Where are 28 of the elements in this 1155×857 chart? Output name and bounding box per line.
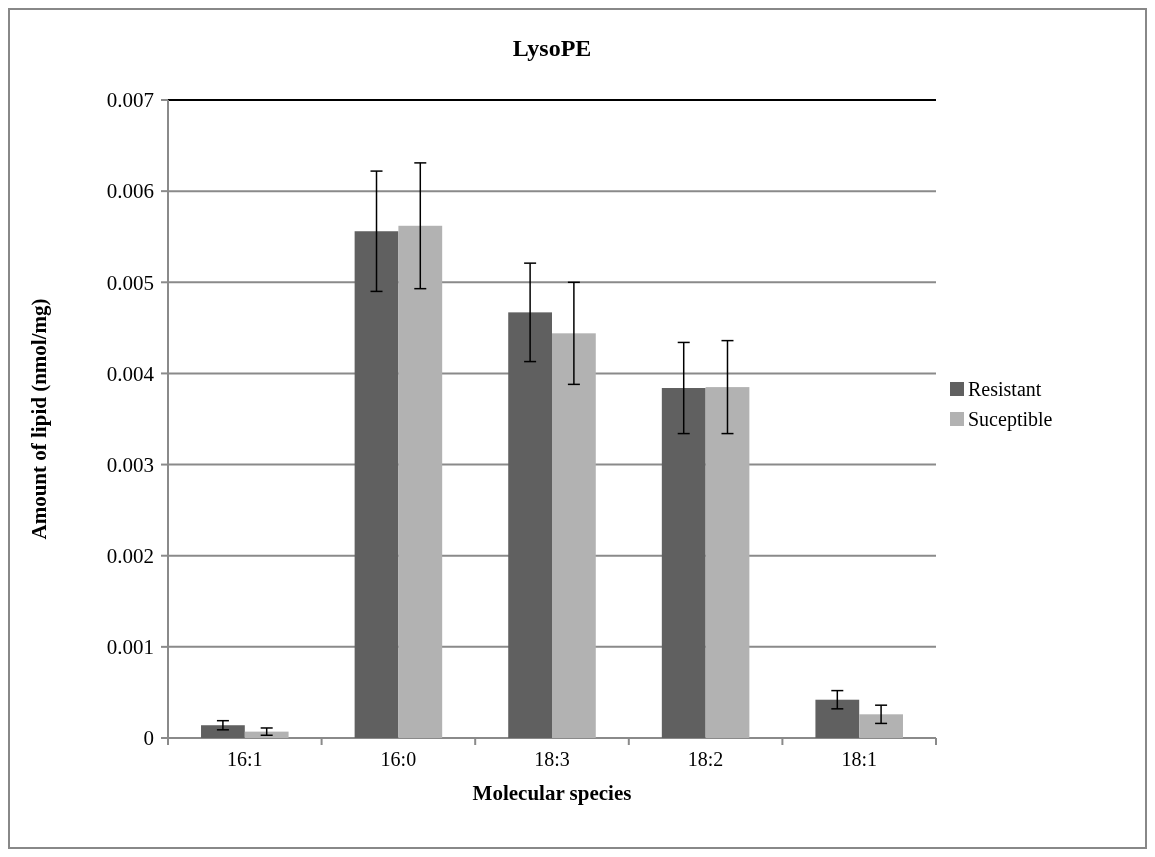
bar	[552, 333, 596, 738]
x-tick-label: 16:0	[380, 748, 417, 770]
y-tick-label: 0.004	[106, 361, 155, 386]
bar	[201, 725, 245, 738]
y-tick-label: 0.007	[106, 88, 154, 113]
y-tick-label: 0.003	[106, 452, 154, 477]
bar	[705, 387, 750, 738]
x-tick-label: 18:2	[687, 748, 724, 770]
x-tick-label: 18:1	[841, 748, 877, 770]
bar	[244, 731, 289, 738]
chart-title: LysoPE	[512, 35, 592, 61]
legend-label: Resistant	[968, 378, 1042, 400]
y-tick-label: 0.006	[106, 179, 154, 204]
y-tick-label: 0.001	[106, 635, 154, 660]
x-tick-label: 16:1	[227, 748, 263, 770]
bar	[398, 225, 443, 738]
x-axis-title: Molecular species	[472, 781, 632, 805]
bar	[661, 388, 706, 738]
bar	[859, 714, 903, 738]
y-tick-label: 0	[143, 726, 154, 751]
x-tick-label: 18:3	[534, 748, 570, 770]
y-tick-label: 0.002	[106, 544, 154, 569]
bar	[508, 312, 552, 738]
y-tick-label: 0.005	[106, 270, 154, 295]
y-axis-title: Amount of lipid (nmol/mg)	[27, 298, 51, 540]
bar	[354, 231, 399, 738]
legend-label: Suceptible	[968, 408, 1053, 431]
bar	[815, 699, 860, 738]
